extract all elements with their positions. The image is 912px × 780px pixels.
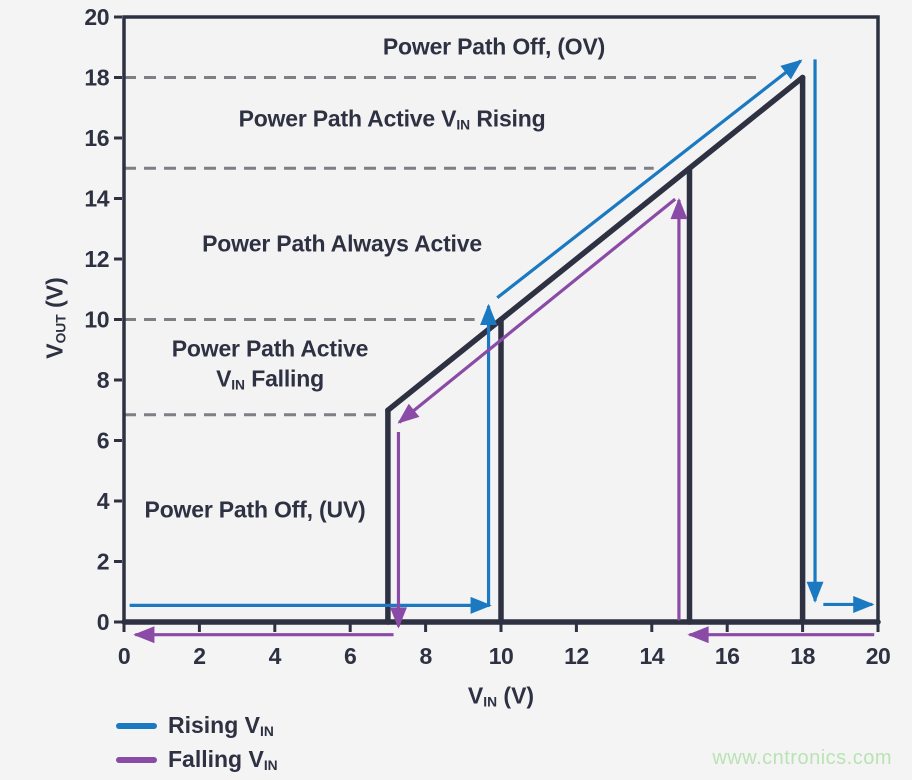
x-axis-label: VIN (V): [468, 682, 534, 709]
region-label-power-path-off-uv: Power Path Off, (UV): [144, 496, 366, 523]
region-label-power-path-active-vin-rising: Power Path Active VIN Rising: [239, 105, 546, 132]
x-axis-label-sub: IN: [483, 694, 498, 710]
y-axis-label: VOUT (V): [41, 277, 68, 359]
legend: Rising VIN Falling VIN: [116, 712, 278, 780]
svg-text:2: 2: [97, 549, 109, 575]
region-label-falling-sub: IN: [231, 377, 246, 393]
region-label-rising-post: Rising: [470, 105, 546, 132]
watermark: www.cntronics.com: [712, 747, 892, 769]
svg-text:0: 0: [97, 609, 109, 635]
svg-text:4: 4: [269, 643, 282, 669]
legend-label-rising: Rising VIN: [168, 712, 274, 739]
legend-label-rising-text: Rising V: [168, 712, 261, 738]
svg-text:6: 6: [344, 643, 356, 669]
threshold-gridlines: [124, 76, 758, 417]
region-label-rising-pre: Power Path Active V: [238, 105, 457, 132]
region-label-power-path-off-ov: Power Path Off, (OV): [382, 33, 606, 60]
y-axis-label-sub: OUT: [53, 314, 69, 344]
y-axis-label-main: V: [41, 343, 68, 359]
region-label-falling-post: Falling: [245, 365, 324, 392]
tick-labels: 0 2 4 6 8 10 12 14 16 18 20 0 2 4 6 8 10 12 14 16 18 20: [84, 4, 890, 669]
region-label-power-path-active-vin-falling: Power Path Active VIN Falling: [171, 333, 369, 400]
svg-text:14: 14: [84, 186, 109, 212]
svg-text:8: 8: [419, 643, 432, 669]
legend-item-rising-vin: Rising VIN: [116, 712, 278, 739]
region-label-falling-line1: Power Path Active: [171, 335, 369, 362]
svg-text:10: 10: [84, 307, 109, 333]
rising-line-swatch: [116, 722, 157, 729]
region-label-falling-line2: VIN Falling: [172, 363, 368, 400]
svg-text:0: 0: [118, 643, 130, 669]
svg-text:4: 4: [97, 488, 110, 514]
falling-line-swatch: [116, 756, 157, 763]
region-label-power-path-always-active: Power Path Always Active: [202, 230, 482, 257]
svg-text:20: 20: [84, 4, 109, 30]
svg-text:20: 20: [866, 643, 891, 669]
x-axis-label-unit: (V): [497, 682, 535, 709]
svg-text:2: 2: [193, 643, 205, 669]
transfer-trace: [121, 74, 881, 625]
legend-label-falling: Falling VIN: [168, 746, 278, 773]
axis-ticks: [114, 15, 880, 632]
region-label-rising-sub: IN: [456, 117, 471, 133]
falling-vin-arrows: [133, 197, 875, 644]
region-label-falling-pre: V: [216, 365, 232, 392]
rising-vin-arrows: [129, 59, 875, 614]
y-axis-label-unit: (V): [41, 277, 68, 315]
legend-item-falling-vin: Falling VIN: [116, 746, 278, 773]
svg-text:16: 16: [84, 125, 109, 151]
svg-text:8: 8: [97, 367, 110, 393]
legend-label-falling-text: Falling V: [168, 746, 264, 773]
legend-label-falling-sub: IN: [263, 758, 278, 774]
svg-text:16: 16: [715, 643, 740, 669]
svg-text:18: 18: [790, 643, 815, 669]
svg-text:14: 14: [640, 643, 665, 669]
x-axis-label-main: V: [467, 682, 484, 709]
svg-text:12: 12: [564, 643, 589, 669]
svg-text:18: 18: [84, 65, 109, 91]
svg-text:12: 12: [84, 246, 109, 272]
svg-text:6: 6: [97, 428, 109, 454]
arrow-layer: [129, 59, 875, 644]
legend-label-rising-sub: IN: [260, 724, 274, 740]
svg-text:10: 10: [489, 643, 514, 669]
